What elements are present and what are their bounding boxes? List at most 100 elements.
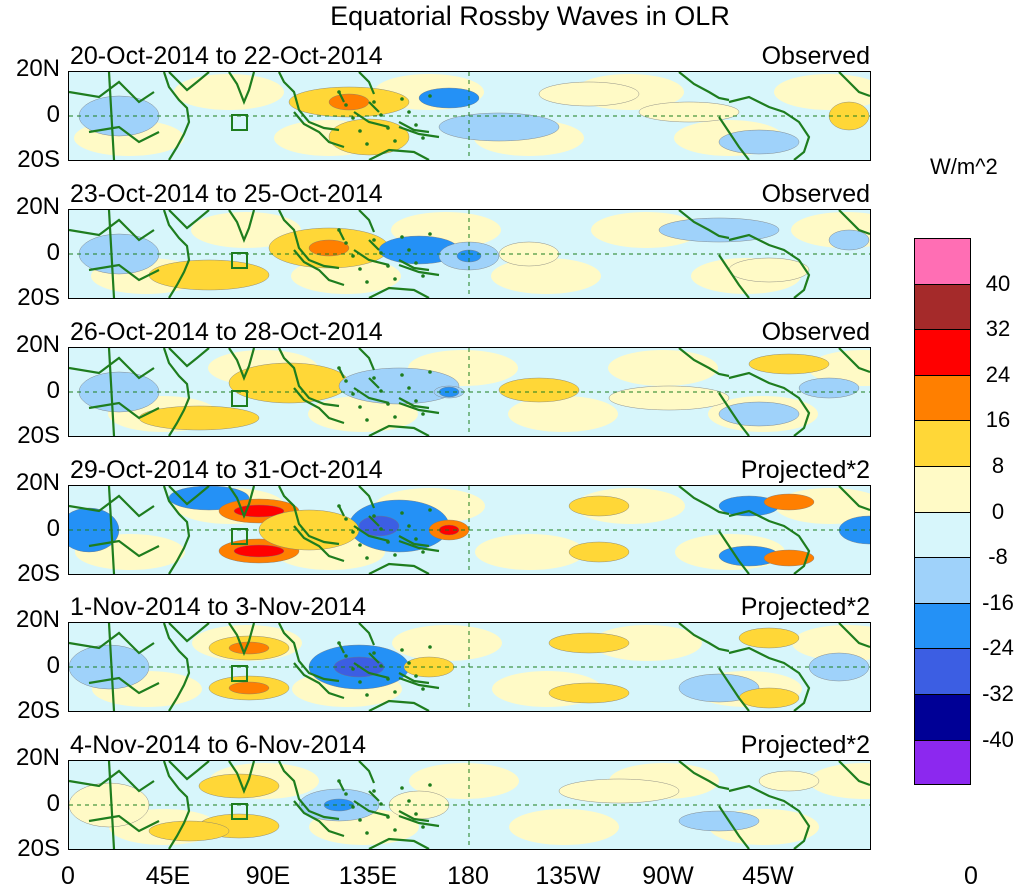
contour-fill — [608, 350, 718, 386]
contour-fill — [798, 377, 860, 399]
coastline — [338, 72, 376, 103]
latitude-tick-label: 20N — [15, 193, 60, 220]
map-frame — [68, 71, 871, 161]
colorbar-tick-label: -16 — [982, 589, 1014, 615]
contour-fill — [228, 681, 270, 695]
coastline — [368, 539, 440, 574]
contour-fill — [592, 625, 702, 661]
coastline — [168, 623, 210, 643]
coastline — [168, 761, 210, 781]
island — [365, 418, 369, 422]
island — [400, 511, 404, 515]
contour-fill — [491, 258, 601, 294]
reference-box — [231, 252, 248, 269]
contour-fill — [608, 385, 730, 411]
island — [428, 508, 432, 512]
colorbar-swatch — [914, 466, 971, 512]
island — [351, 116, 355, 120]
contour-fill — [568, 495, 630, 517]
coastline — [838, 72, 870, 98]
island — [414, 399, 418, 403]
island — [372, 789, 376, 793]
longitude-tick-label: 0 — [61, 862, 75, 890]
latitude-tick-label: 20S — [17, 560, 60, 587]
contour-fill — [548, 682, 630, 704]
colorbar-tick-label: -8 — [988, 544, 1008, 570]
contour-fill — [718, 401, 800, 427]
colorbar-swatch — [914, 329, 971, 375]
island — [351, 530, 355, 534]
coastline — [278, 761, 345, 838]
colorbar-swatch — [914, 648, 971, 694]
contour-fill — [418, 87, 480, 109]
coastline — [228, 761, 256, 794]
map-frame — [68, 622, 871, 712]
island — [414, 812, 418, 816]
island — [386, 677, 390, 681]
colorbar-tick-label: 40 — [985, 270, 1011, 296]
contour-fill — [323, 798, 355, 812]
island — [414, 261, 418, 265]
island — [372, 100, 376, 104]
contour-fill — [392, 625, 502, 661]
colorbar-swatch — [914, 694, 971, 740]
coastline — [338, 348, 376, 379]
coastline — [718, 509, 811, 574]
island — [365, 831, 369, 835]
map-frame — [68, 485, 871, 575]
coastline — [228, 348, 256, 381]
coastline — [718, 233, 811, 298]
island — [400, 235, 404, 239]
longitude-tick-label: 90E — [245, 862, 291, 890]
coastline — [338, 210, 376, 241]
olr-anomaly-map — [69, 761, 870, 849]
contour-fill — [233, 544, 285, 558]
contour-fill — [498, 377, 580, 403]
latitude-tick-label: 0 — [46, 377, 60, 404]
longitude-tick-label: 180 — [447, 862, 489, 890]
coastline — [368, 125, 440, 160]
contour-fill — [748, 353, 830, 375]
island — [372, 376, 376, 380]
coastline — [278, 210, 345, 287]
contour-fill — [763, 549, 815, 567]
colorbar-swatch — [914, 238, 971, 284]
contour-fill — [638, 101, 740, 123]
panel-date-range: 23-Oct-2014 to 25-Oct-2014 — [70, 180, 383, 208]
coastline — [368, 401, 440, 436]
island — [421, 687, 425, 691]
coastline — [162, 72, 191, 160]
island — [358, 818, 362, 822]
island — [386, 126, 390, 130]
island — [393, 277, 397, 281]
contour-fill — [738, 627, 800, 649]
olr-anomaly-map — [69, 486, 870, 574]
island — [421, 550, 425, 554]
coastline — [368, 263, 440, 298]
island — [358, 129, 362, 133]
contour-fill — [568, 541, 630, 563]
contour-fill — [409, 763, 519, 799]
coastline — [353, 101, 430, 134]
reference-box — [231, 114, 248, 131]
latitude-tick-label: 20S — [17, 697, 60, 724]
contour-fill — [828, 229, 870, 251]
contour-fill — [558, 778, 680, 804]
latitude-tick-label: 0 — [46, 790, 60, 817]
contour-fill — [548, 632, 630, 654]
longitude-tick-label: 0 — [964, 862, 978, 890]
island — [421, 825, 425, 829]
colorbar-tick-label: 24 — [985, 361, 1011, 387]
contour-fill — [308, 239, 350, 257]
longitude-tick-label: 45W — [742, 862, 794, 890]
coastline — [838, 210, 870, 236]
colorbar-tick-label: -24 — [982, 635, 1014, 661]
coastline — [353, 515, 430, 548]
panel-type-label: Observed — [761, 42, 870, 70]
coastline — [678, 210, 730, 240]
contour-fill — [658, 217, 780, 243]
latitude-tick-label: 20S — [17, 835, 60, 862]
contour-fill — [591, 212, 701, 248]
coastline — [353, 652, 430, 685]
panel-date-range: 26-Oct-2014 to 28-Oct-2014 — [70, 318, 383, 346]
